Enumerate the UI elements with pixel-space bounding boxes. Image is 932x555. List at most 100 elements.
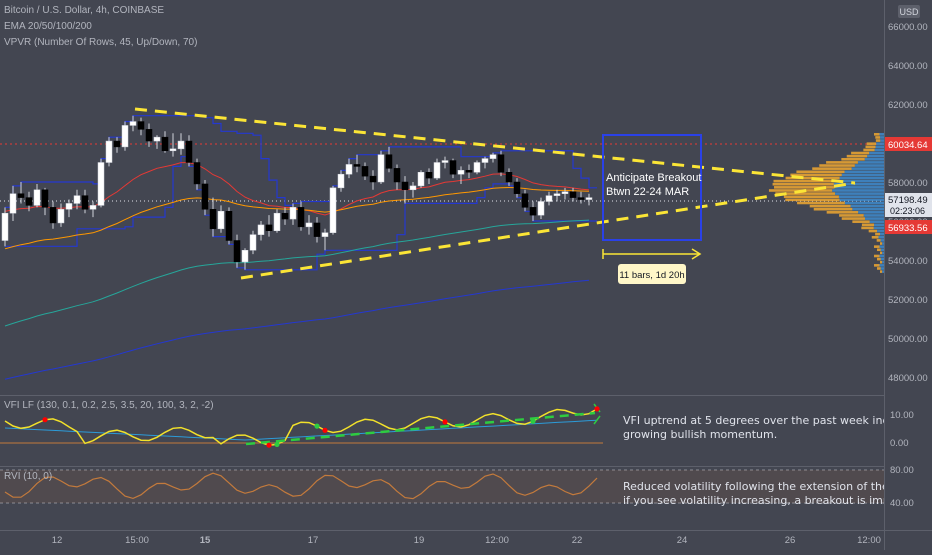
vpvr-down-row [869,151,884,155]
candle-down [193,162,201,185]
time-tick: 12:00 [857,535,881,546]
vpvr-down-row [841,173,884,177]
vfi-line [4,408,598,446]
candle-up [553,193,561,196]
candle-down [265,224,273,231]
vpvr-up-row [876,239,881,242]
time-axis[interactable]: 12 15:00 15 17 19 12:00 22 24 26 12:00 [52,535,881,546]
vpvr-down-row [882,251,884,255]
price-tick: 62000.00 [888,100,928,111]
rvi-legend[interactable]: RVI (10, 0) [4,471,53,482]
candle-down [145,129,153,142]
candle-down [353,164,361,167]
vpvr-down-row [844,170,884,174]
candle-up [329,187,337,233]
candle-down [529,207,537,216]
vpvr-up-row [774,186,835,189]
candle-up [73,195,81,204]
price-tick: 54000.00 [888,256,928,267]
vpvr-down-row [882,270,884,273]
candle-down [25,197,33,206]
date-range-arrowhead [691,248,702,260]
candle-up [489,154,497,159]
vpvr-up-row [851,151,870,155]
vfi-cross-dot [322,427,328,433]
candle-up [585,197,593,200]
vpvr-down-row [882,260,884,264]
rvi-tick: 40.00 [890,498,914,509]
vpvr-down-row [873,226,884,230]
vfi-cross-dots [42,406,600,448]
vpvr-down-row [877,229,884,233]
vpvr-down-row [839,198,884,202]
candle-up [377,154,385,183]
support-price-tag: 56933.56 [888,223,928,234]
candle-down [401,181,409,191]
vpvr-down-row [864,157,884,161]
symbol-legend[interactable]: Bitcoin / U.S. Dollar, 4h, COINBASE [4,5,165,16]
vfi-cross-dot [266,442,272,448]
vpvr-up-row [863,148,875,152]
candle-up [473,162,481,173]
candle-up [321,232,329,237]
candle-down [17,193,25,198]
candle-up [57,209,65,224]
vpvr-up-row [846,154,868,158]
price-tick: 50000.00 [888,334,928,345]
candle-down [201,183,209,210]
candle-up [121,125,129,148]
time-tick: 22 [572,535,583,546]
lower-trendline[interactable] [240,181,856,280]
ema-legend[interactable]: EMA 20/50/100/200 [4,21,92,32]
time-tick: 19 [414,535,425,546]
vpvr-down-row [880,248,884,252]
candle-down [361,166,369,177]
vpvr-up-row [813,207,853,211]
vfi-note-line1: VFI uptrend at 5 degrees over the past w… [623,414,884,427]
vpvr-up-row [826,211,859,214]
vpvr-down-row [858,211,884,214]
time-tick: 12 [52,535,63,546]
vpvr-up-row [877,267,881,270]
vpvr-up-row [839,214,864,217]
candle-up [345,164,353,175]
upper-trendline[interactable] [134,107,856,185]
breakout-zone-box[interactable] [602,134,702,241]
vpvr-down-row [879,133,884,136]
vpvr-up-row [880,251,883,255]
currency-badge[interactable] [898,5,920,18]
candle-up [257,224,265,235]
candle-up [417,172,425,187]
vfi-legend[interactable]: VFI LF (130, 0.1, 0.2, 2.5, 3.5, 20, 100… [4,400,214,411]
candle-down [113,140,121,148]
vpvr-up-row [880,260,883,264]
resistance-price-tag: 60034.64 [888,140,928,151]
last-price-tag: 57198.49 [888,195,928,206]
vpvr-up-row [819,164,855,167]
price-tick: 66000.00 [888,22,928,33]
vpvr-up-row [861,226,874,230]
vpvr-up-row [874,264,880,267]
vpvr-up-row [773,179,835,183]
candle-up [169,148,177,152]
vpvr-down-row [869,220,884,223]
vpvr-legend[interactable]: VPVR (Number Of Rows, 45, Up/Down, 70) [4,37,198,48]
vpvr-up-row [880,270,883,273]
candle-down [385,154,393,169]
vfi-trendline[interactable] [245,411,596,446]
vpvr-up-row [875,139,881,142]
vpvr-down-row [876,142,884,145]
candle-up [177,140,185,150]
vpvr-down-row [880,139,884,142]
candle-up [217,211,225,230]
vpvr-down-row [834,179,884,183]
price-tick: 48000.00 [888,373,928,384]
candle-down [425,172,433,179]
vpvr-down-row [832,189,884,192]
vpvr-up-row [866,142,877,145]
ema-100-line [4,219,590,327]
support-price-tag-bg [885,220,932,234]
candle-down [49,207,57,224]
